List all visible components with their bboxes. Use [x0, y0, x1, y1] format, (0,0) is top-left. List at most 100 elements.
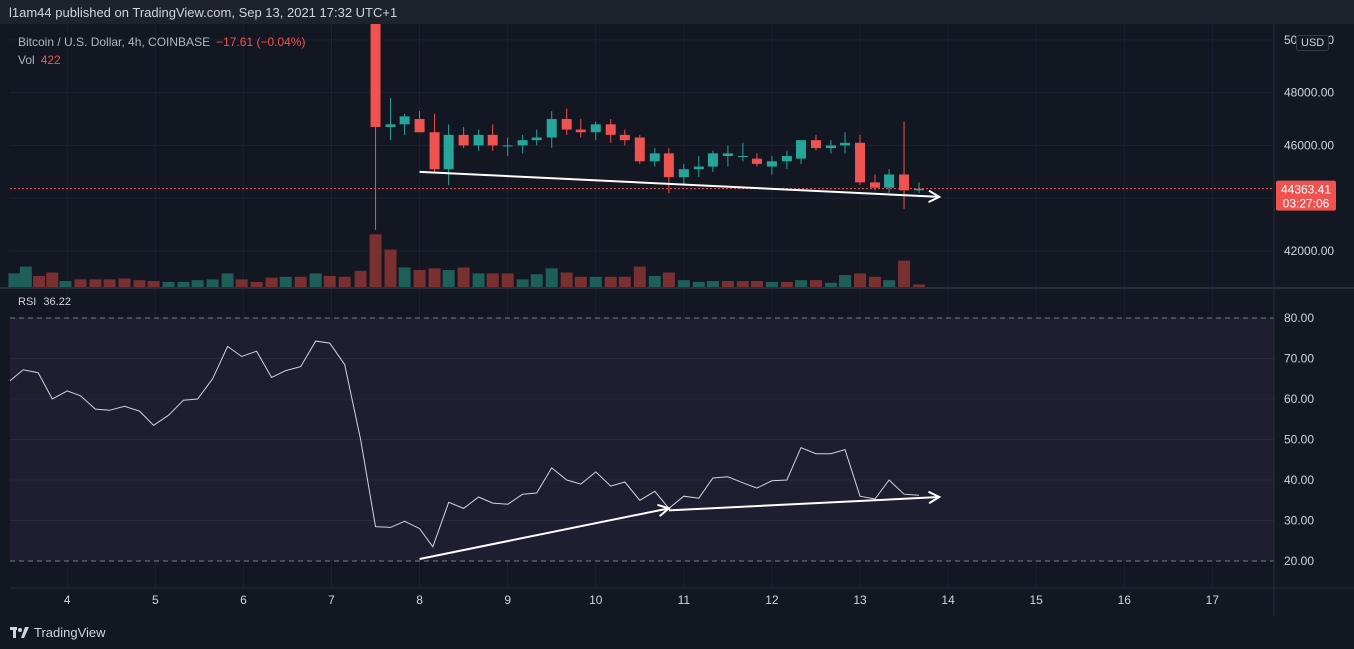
volume-bar [147, 281, 160, 287]
time-tick-label: 13 [853, 593, 867, 607]
rsi-tick-label: 40.00 [1284, 473, 1314, 487]
rsi-tick-label: 20.00 [1284, 554, 1314, 568]
time-tick-label: 6 [240, 593, 247, 607]
volume-bar [398, 267, 411, 287]
volume-bar [721, 281, 734, 287]
time-tick-label: 14 [941, 593, 955, 607]
candle-body [678, 169, 689, 178]
volume-bar [413, 270, 426, 287]
rsi-legend: RSI 36.22 [18, 296, 71, 308]
volume-bar [428, 268, 441, 287]
candle-body [825, 145, 836, 149]
candle-body [458, 134, 469, 146]
volume-label[interactable]: Vol [18, 53, 35, 67]
volume-bar [839, 275, 852, 287]
rsi-tick-label: 30.00 [1284, 514, 1314, 528]
candle-body [649, 153, 660, 162]
candle-body [751, 158, 762, 164]
volume-bar [294, 276, 307, 287]
price-tick-label: 46000.00 [1284, 138, 1334, 152]
time-tick-label: 16 [1118, 593, 1132, 607]
rsi-axis-labels: 80.00 70.00 60.00 50.00 40.00 30.00 20.00 [1284, 311, 1314, 568]
trend-arrow-head [928, 189, 942, 204]
volume-bar [913, 284, 926, 287]
rsi-label[interactable]: RSI [18, 296, 37, 308]
candle-body [531, 137, 542, 141]
trend-arrow-line [668, 496, 940, 512]
volume-bar [162, 281, 175, 287]
volume-bar [338, 276, 351, 287]
volume-bar [545, 268, 558, 287]
time-tick-label: 11 [678, 593, 691, 607]
candle-body [546, 119, 557, 138]
candle-body [619, 134, 630, 141]
volume-bar [765, 281, 778, 287]
volume-bar [633, 266, 646, 287]
volume-bar [206, 279, 219, 287]
volume-bar [8, 273, 21, 287]
price-tick-label: 42000.00 [1284, 244, 1334, 258]
volume-bar [780, 281, 793, 287]
volume-bar [279, 276, 292, 287]
symbol-label[interactable]: Bitcoin / U.S. Dollar, 4h, COINBASE [18, 35, 211, 49]
last-price-countdown: 03:27:06 [1283, 197, 1330, 211]
volume-value: 422 [40, 53, 61, 67]
candle-body [899, 174, 910, 191]
volume-bar [794, 280, 807, 287]
candle-body [473, 134, 484, 146]
tradingview-logo-icon [10, 626, 29, 638]
volume-bar [618, 276, 631, 287]
chart-legend: Bitcoin / U.S. Dollar, 4h, COINBASE −17.… [18, 33, 305, 69]
volume-bar [868, 276, 881, 287]
volume-bar [750, 281, 763, 287]
volume-bar [589, 276, 602, 287]
time-tick-label: 9 [504, 593, 511, 607]
candle-body [663, 153, 674, 178]
volume-bar [736, 281, 749, 287]
volume-bar [648, 275, 661, 287]
candle-body [399, 116, 410, 125]
volume-bar [59, 281, 72, 287]
time-tick-label: 10 [589, 593, 603, 607]
candle-body [707, 153, 718, 167]
candle-body [561, 119, 572, 130]
candle-body [855, 142, 866, 183]
candle-body [385, 124, 396, 127]
time-tick-label: 8 [416, 593, 423, 607]
volume-bar [221, 273, 234, 287]
candle-body [884, 174, 895, 188]
publish-bar: l1am44 published on TradingView.com, Sep… [0, 0, 1354, 24]
volume-bar [46, 272, 59, 287]
candle-body [575, 129, 586, 133]
candle-body [634, 137, 645, 162]
candle-body [487, 134, 498, 146]
currency-badge[interactable]: USD [1296, 35, 1330, 51]
rsi-tick-label: 70.00 [1284, 352, 1314, 366]
candle-body [517, 140, 528, 146]
volume-bar [706, 281, 719, 287]
footer: TradingView [0, 616, 1354, 649]
volume-bar [89, 279, 102, 287]
volume-bar [883, 280, 896, 287]
candle-body [766, 161, 777, 167]
candles [370, 24, 925, 230]
candle-body [605, 124, 616, 135]
volume-bar [118, 278, 131, 287]
candle-body [795, 140, 806, 159]
volume-bar [265, 277, 278, 287]
trend-arrow-head [657, 503, 671, 517]
candle-body [869, 182, 880, 188]
volume-bar [574, 276, 587, 287]
volume-bar [235, 279, 248, 287]
trend-annotations [419, 170, 942, 560]
volume-bar [354, 270, 367, 287]
tradingview-logo[interactable]: TradingView [10, 625, 106, 640]
volume-bar [516, 279, 529, 287]
volume-bar [457, 267, 470, 287]
footer-brand: TradingView [34, 625, 106, 640]
volume-bar [103, 279, 116, 287]
time-axis-labels: 4 5 6 7 8 9 10 11 12 13 14 15 16 17 [64, 593, 1219, 607]
rsi-tick-label: 80.00 [1284, 311, 1314, 325]
